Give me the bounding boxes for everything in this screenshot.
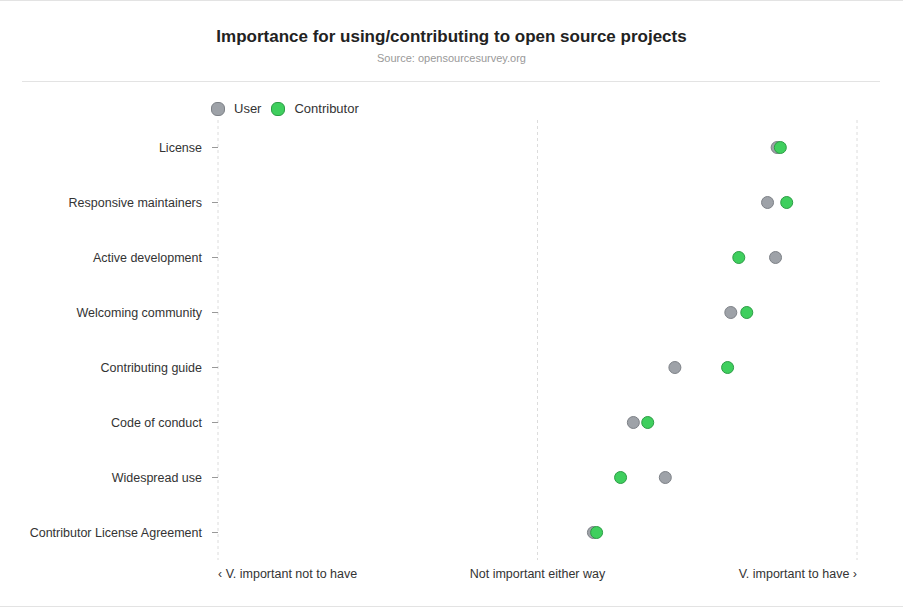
svg-text:Active development: Active development (93, 251, 203, 265)
svg-text:Welcoming community: Welcoming community (76, 306, 202, 320)
svg-text:‹ V. important not to have: ‹ V. important not to have (218, 567, 357, 581)
svg-text:Responsive maintainers: Responsive maintainers (69, 196, 202, 210)
svg-text:Code of conduct: Code of conduct (111, 416, 203, 430)
html-text:Importance for using/contribut: Importance for using/contributing to ope… (216, 27, 687, 46)
svg-text:License: License (159, 141, 202, 155)
svg-text:Contributor License Agreement: Contributor License Agreement (30, 526, 203, 540)
html-text:Source: opensourcesurvey.org: Source: opensourcesurvey.org (377, 52, 526, 64)
svg-text:V. important to have ›: V. important to have › (739, 567, 857, 581)
html-text:User: User (234, 101, 262, 116)
html-text:Contributor: Contributor (294, 101, 359, 116)
svg-text:Widespread use: Widespread use (112, 471, 202, 485)
svg-text:Not important either way: Not important either way (470, 567, 606, 581)
svg-text:Contributing guide: Contributing guide (101, 361, 203, 375)
